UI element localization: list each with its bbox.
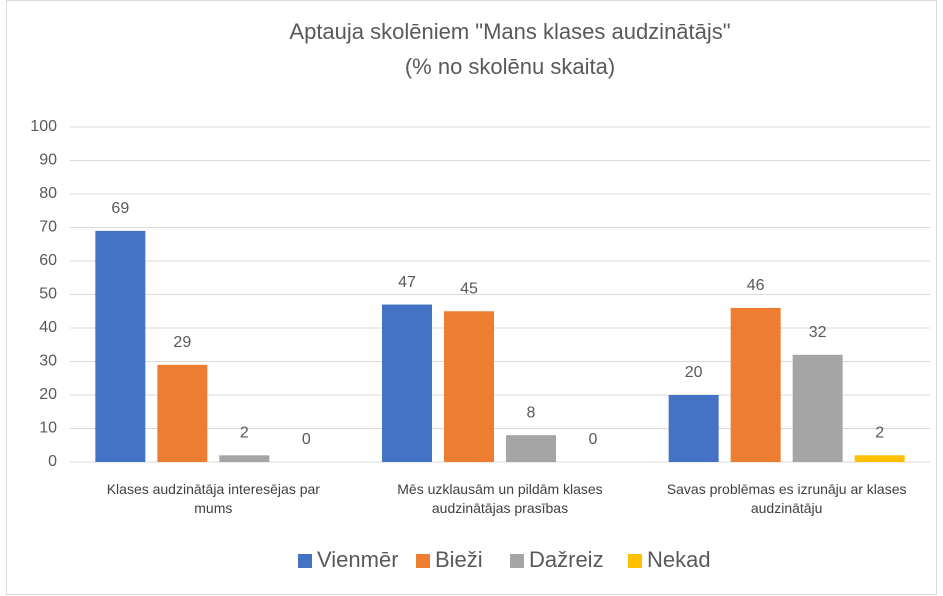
legend-label: Vienmēr — [317, 547, 399, 572]
x-tick-label: Klases audzinātāja interesējas par mums — [106, 481, 320, 516]
y-tick-label: 50 — [39, 286, 57, 303]
bar — [854, 455, 905, 462]
y-tick-label: 10 — [39, 420, 57, 437]
legend-label: Dažreiz — [529, 547, 604, 572]
legend-swatch — [298, 554, 312, 568]
chart-title: Aptauja skolēniem "Mans klases audzinātā… — [289, 19, 730, 44]
y-tick-label: 100 — [30, 118, 57, 135]
bar — [730, 307, 781, 462]
value-label: 46 — [747, 277, 765, 294]
legend-swatch — [510, 554, 524, 568]
value-label: 2 — [240, 425, 249, 442]
y-tick-label: 30 — [39, 353, 57, 370]
value-label: 32 — [809, 324, 827, 341]
value-label: 2 — [875, 425, 884, 442]
legend-swatch — [416, 554, 430, 568]
legend-label: Bieži — [435, 547, 483, 572]
x-tick-label: Mēs uzklausām un pildām klases audzinātā… — [397, 481, 603, 516]
value-label: 69 — [111, 200, 129, 217]
bar — [157, 364, 208, 462]
bar — [792, 354, 843, 462]
bar — [95, 230, 146, 462]
y-tick-label: 80 — [39, 185, 57, 202]
value-label: 47 — [398, 274, 416, 291]
chart-subtitle: (% no skolēnu skaita) — [405, 54, 615, 79]
bar — [444, 311, 494, 462]
x-tick-label: Savas problēmas es izrunāju ar klases au… — [666, 481, 907, 516]
y-tick-label: 90 — [39, 152, 57, 169]
bar — [506, 435, 556, 462]
bar — [668, 395, 719, 462]
value-label: 0 — [302, 431, 311, 448]
y-tick-label: 70 — [39, 219, 57, 236]
y-tick-label: 0 — [48, 453, 57, 470]
legend-swatch — [628, 554, 642, 568]
bar — [382, 304, 432, 462]
value-label: 45 — [460, 280, 478, 297]
value-label: 8 — [527, 404, 536, 421]
value-label: 29 — [173, 334, 191, 351]
y-tick-label: 20 — [39, 386, 57, 403]
value-label: 20 — [685, 364, 703, 381]
legend-label: Nekad — [647, 547, 711, 572]
y-tick-label: 40 — [39, 319, 57, 336]
bar — [219, 455, 270, 462]
y-tick-label: 60 — [39, 252, 57, 269]
value-label: 0 — [589, 431, 598, 448]
chart-border — [6, 0, 937, 595]
